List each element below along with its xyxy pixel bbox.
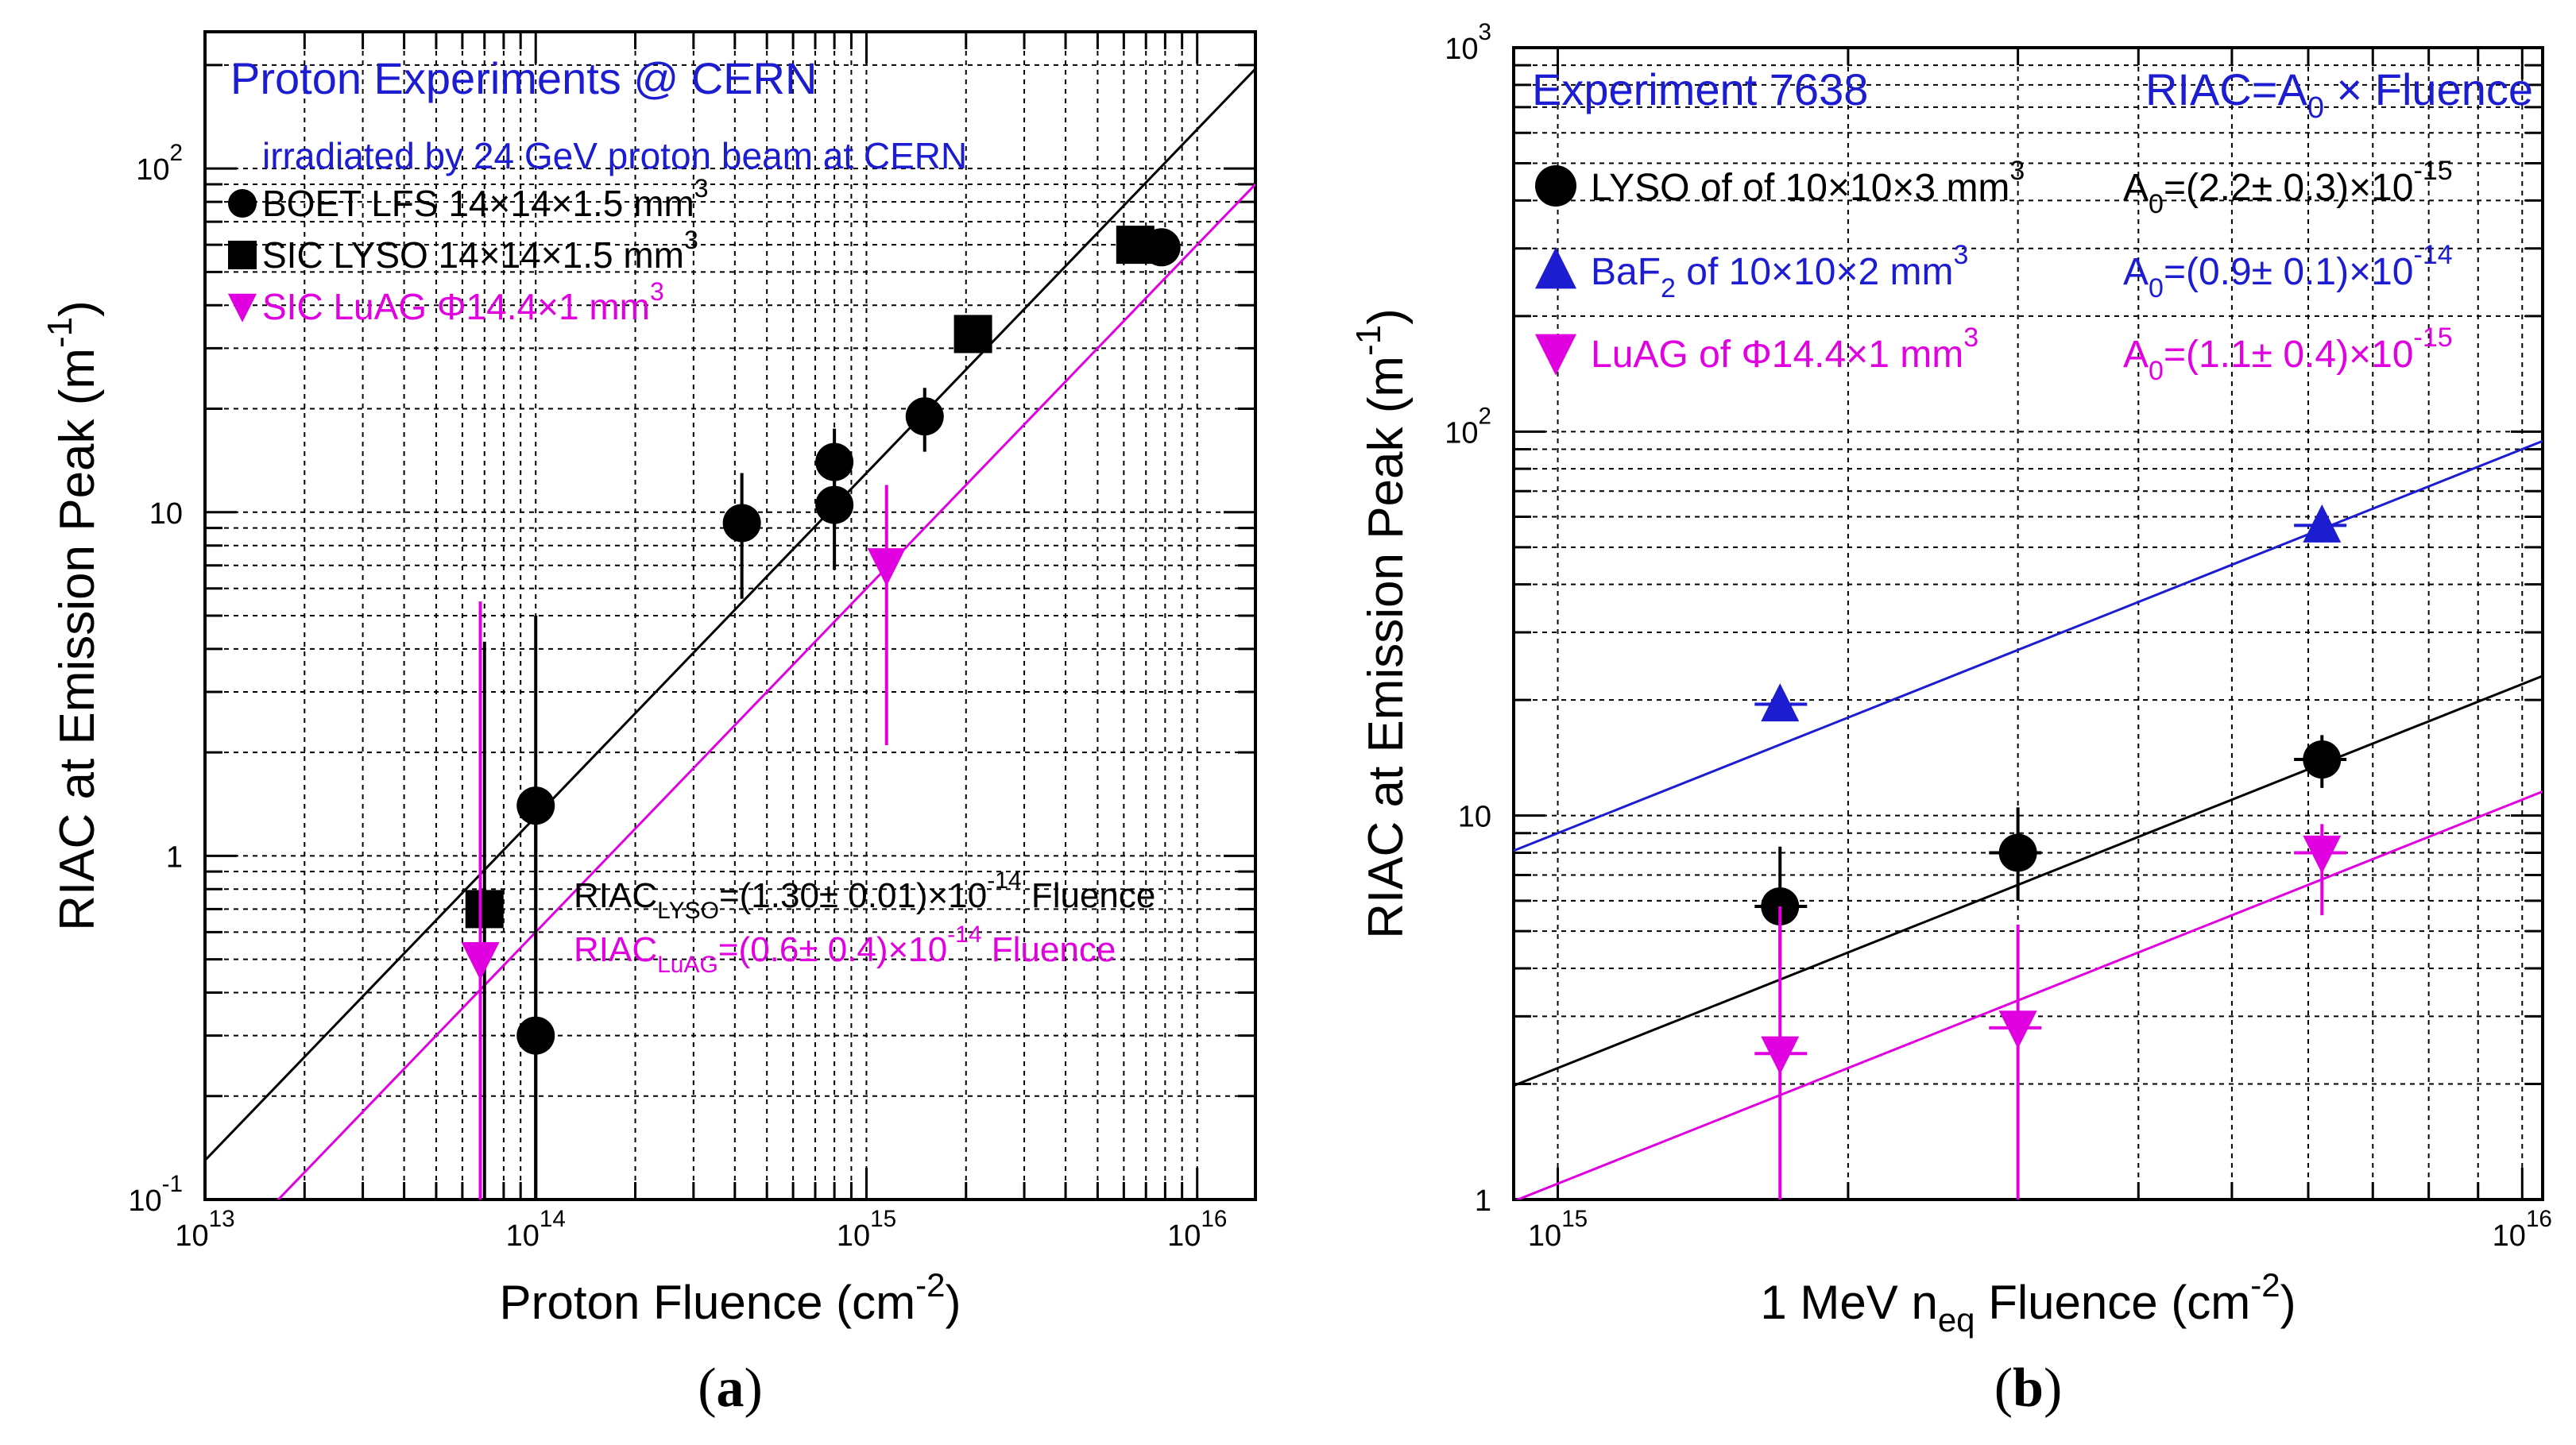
panel-b: 1015 1016 1 10 102 103 1 MeV neq Fluence (cm-2… [1349, 19, 2552, 1419]
legend-entry: SIC LuAG Φ14.4×1 mm3 [228, 277, 664, 327]
data-layer-a [205, 68, 1255, 1200]
x-tick-label: 1015 [1528, 1206, 1588, 1253]
series-sic-lyso [465, 226, 1155, 1200]
marker-square [953, 315, 992, 354]
legend-entry: LYSO of of 10×10×3 mm3 A0=(2.2± 0.3)×10-1… [1535, 156, 2453, 219]
y-tick-label: 102 [136, 140, 183, 187]
marker-circle [815, 485, 854, 524]
grid-a [205, 32, 1255, 1200]
fit-line [1514, 439, 2543, 852]
marker-square [465, 890, 504, 929]
y-tick-label: 10 [1458, 801, 1491, 834]
marker-triangle-down [867, 548, 906, 587]
series-luag [1754, 824, 2349, 1200]
fit-line [205, 68, 1255, 1161]
data-layer-b [1514, 439, 2543, 1200]
plot-frame-b [1512, 46, 2544, 1201]
marker-circle [1998, 833, 2037, 872]
ticks-b [1512, 46, 2543, 1201]
marker-triangle-up [2303, 504, 2342, 543]
marker-circle [1535, 165, 1576, 207]
x-tick-label: 1013 [175, 1206, 234, 1253]
legend-entry: SIC LYSO 14×14×1.5 mm3 [228, 226, 698, 276]
marker-circle [2303, 740, 2342, 779]
fit-label: RIACLuAG=(0.6± 0.4)×10-14 Fluence [574, 921, 1116, 978]
legend-entry: LuAG of Φ14.4×1 mm3 A0=(1.1± 0.4)×10-15 [1535, 323, 2453, 386]
marker-triangle-down [461, 942, 500, 981]
marker-triangle-up [1761, 683, 1800, 722]
marker-circle [516, 786, 555, 825]
fit-line [277, 183, 1255, 1200]
legend-text: SIC LYSO 14×14×1.5 mm3 [262, 226, 698, 276]
marker-triangle-up [1535, 247, 1576, 289]
x-tick-label: 1016 [2493, 1206, 2552, 1253]
header-formula: RIAC=A0 × Fluence [2145, 64, 2533, 125]
legend-text: BaF2 of 10×10×2 mm3 [1591, 240, 1968, 303]
fit-line [1514, 790, 2543, 1200]
y-axis-label: RIAC at Emission Peak (m-1) [41, 300, 105, 931]
y-tick-label: 10-1 [128, 1171, 183, 1218]
legend-text: LuAG of Φ14.4×1 mm3 [1591, 323, 1978, 376]
ticks-a [203, 32, 1255, 1201]
marker-triangle-down [1998, 1010, 2037, 1049]
y-tick-label: 102 [1445, 403, 1491, 450]
marker-triangle-down [228, 293, 257, 323]
header-subtitle: irradiated by 24 GeV proton beam at CERN [262, 135, 967, 176]
y-tick-label: 10 [149, 497, 183, 531]
series-lyso [1754, 735, 2349, 969]
series-sic-luag [461, 485, 906, 1200]
x-tick-label: 1015 [837, 1206, 896, 1253]
y-tick-label: 1 [166, 840, 183, 874]
x-tick-label: 1016 [1167, 1206, 1227, 1253]
marker-square [228, 241, 257, 269]
panel-label-a: (a) [698, 1358, 763, 1419]
fit-line [1514, 674, 2543, 1088]
y-tick-label: 1 [1475, 1184, 1491, 1218]
marker-circle [905, 397, 944, 436]
marker-circle [516, 1016, 555, 1055]
marker-square [1116, 226, 1155, 265]
marker-circle [722, 504, 761, 543]
legend-text: BOET LFS 14×14×1.5 mm3 [262, 174, 709, 224]
legend-a0: A0=(0.9± 0.1)×10-14 [2123, 240, 2453, 303]
x-axis-label: Proton Fluence (cm-2) [500, 1266, 961, 1329]
legend-entry: BaF2 of 10×10×2 mm3 A0=(0.9± 0.1)×10-14 [1535, 240, 2453, 303]
y-axis-label: RIAC at Emission Peak (m-1) [1349, 308, 1414, 939]
series-baf2 [1754, 504, 2349, 722]
x-tick-label: 1014 [506, 1206, 566, 1253]
legend-text: SIC LuAG Φ14.4×1 mm3 [262, 277, 664, 327]
x-axis-label: 1 MeV neq Fluence (cm-2) [1760, 1266, 2296, 1339]
legend-text: LYSO of of 10×10×3 mm3 [1591, 156, 2025, 209]
marker-triangle-down [1761, 1036, 1800, 1075]
header-title: Proton Experiments @ CERN [230, 53, 817, 103]
marker-triangle-down [2303, 835, 2342, 874]
legend-a0: A0=(1.1± 0.4)×10-15 [2123, 323, 2453, 386]
grid-b [1514, 48, 2543, 1200]
legend-entry: BOET LFS 14×14×1.5 mm3 [228, 174, 709, 224]
y-tick-label: 103 [1445, 19, 1491, 66]
panel-a: 1013 1014 1015 1016 10-1 1 10 102 Proton Fluence… [41, 30, 1257, 1419]
marker-circle [228, 189, 257, 218]
legend-a0: A0=(2.2± 0.3)×10-15 [2123, 156, 2453, 219]
header-title: Experiment 7638 [1532, 64, 1868, 114]
marker-triangle-down [1535, 334, 1576, 376]
panel-label-b: (b) [1994, 1358, 2063, 1419]
fit-label: RIACLYSO=(1.30± 0.01)×10-14 Fluence [574, 867, 1155, 924]
